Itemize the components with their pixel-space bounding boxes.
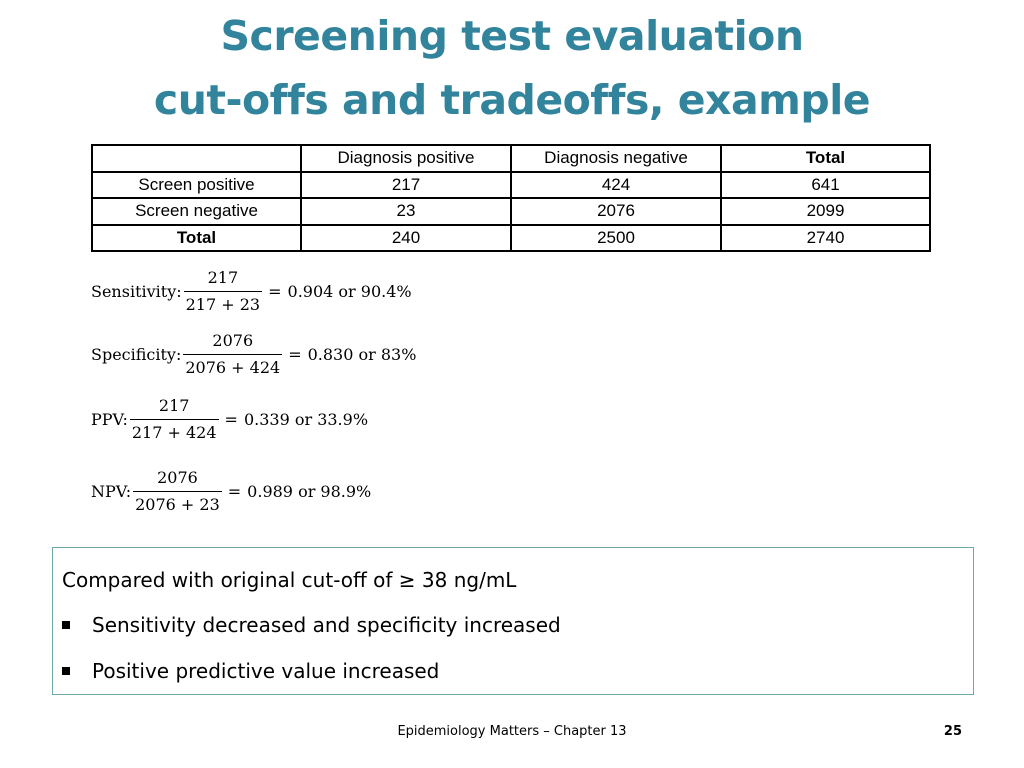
denominator: 217 + 23 bbox=[183, 291, 263, 315]
sensitivity-formula: Sensitivity: 217 217 + 23 = 0.904 or 90.… bbox=[91, 268, 412, 315]
equals-sign: = bbox=[227, 482, 242, 501]
page-number: 25 bbox=[943, 724, 962, 739]
table-cell: 240 bbox=[300, 223, 512, 252]
table-cell: 2076 bbox=[510, 197, 722, 226]
equals-sign: = bbox=[268, 282, 282, 301]
header-cell-diagnosis-positive: Diagnosis positive bbox=[300, 144, 512, 173]
slide-title: Screening test evaluation cut-offs and t… bbox=[0, 4, 1024, 132]
table-cell: 2740 bbox=[720, 223, 931, 252]
formula-result: 0.339 or 33.9% bbox=[243, 410, 369, 429]
fraction: 2076 2076 + 23 bbox=[133, 468, 222, 515]
header-cell-empty bbox=[91, 144, 302, 173]
formula-label: Specificity: bbox=[91, 345, 182, 364]
numerator: 217 bbox=[207, 268, 239, 287]
header-cell-total: Total bbox=[720, 144, 931, 173]
formula-label: Sensitivity: bbox=[91, 282, 182, 301]
denominator: 217 + 424 bbox=[129, 419, 219, 443]
denominator: 2076 + 424 bbox=[183, 354, 283, 378]
footer-text: Epidemiology Matters – Chapter 13 bbox=[397, 724, 627, 739]
numerator: 2076 bbox=[212, 331, 254, 350]
table-row: Screen positive 217 424 641 bbox=[91, 170, 931, 199]
contingency-table: Diagnosis positive Diagnosis negative To… bbox=[91, 144, 931, 252]
row-label: Screen positive bbox=[91, 170, 302, 199]
table-row: Total 240 2500 2740 bbox=[91, 223, 931, 252]
equals-sign: = bbox=[288, 345, 302, 364]
table-cell: 641 bbox=[720, 170, 931, 199]
title-line-2: cut-offs and tradeoffs, example bbox=[153, 76, 871, 124]
equals-sign: = bbox=[224, 410, 238, 429]
table-header-row: Diagnosis positive Diagnosis negative To… bbox=[91, 144, 931, 173]
callout-bullet-item: Sensitivity decreased and specificity in… bbox=[62, 613, 561, 637]
ppv-formula: PPV: 217 217 + 424 = 0.339 or 33.9% bbox=[91, 396, 368, 443]
bullet-text: Positive predictive value increased bbox=[92, 659, 440, 683]
callout-lead-text: Compared with original cut-off of ≥ 38 n… bbox=[62, 568, 517, 592]
square-bullet-icon bbox=[62, 621, 70, 629]
numerator: 2076 bbox=[157, 468, 198, 487]
formula-result: 0.904 or 90.4% bbox=[287, 282, 412, 301]
row-label: Screen negative bbox=[91, 197, 302, 226]
specificity-formula: Specificity: 2076 2076 + 424 = 0.830 or … bbox=[91, 331, 416, 378]
table-cell: 2500 bbox=[510, 223, 722, 252]
row-label-total: Total bbox=[91, 223, 302, 252]
table-row: Screen negative 23 2076 2099 bbox=[91, 197, 931, 226]
numerator: 217 bbox=[158, 396, 190, 415]
square-bullet-icon bbox=[62, 667, 70, 675]
formula-result: 0.830 or 83% bbox=[307, 345, 417, 364]
fraction: 217 217 + 23 bbox=[183, 268, 263, 315]
title-line-1: Screening test evaluation bbox=[220, 12, 804, 60]
npv-formula: NPV: 2076 2076 + 23 = 0.989 or 98.9% bbox=[91, 468, 371, 515]
summary-callout-box: Compared with original cut-off of ≥ 38 n… bbox=[52, 547, 974, 695]
callout-bullet-item: Positive predictive value increased bbox=[62, 659, 439, 683]
denominator: 2076 + 23 bbox=[133, 491, 222, 515]
table-cell: 2099 bbox=[720, 197, 931, 226]
formula-result: 0.989 or 98.9% bbox=[247, 482, 372, 501]
header-cell-diagnosis-negative: Diagnosis negative bbox=[510, 144, 722, 173]
fraction: 217 217 + 424 bbox=[129, 396, 219, 443]
fraction: 2076 2076 + 424 bbox=[183, 331, 283, 378]
table-cell: 23 bbox=[300, 197, 512, 226]
table-cell: 217 bbox=[300, 170, 512, 199]
table-cell: 424 bbox=[510, 170, 722, 199]
formula-label: PPV: bbox=[91, 410, 128, 429]
formula-label: NPV: bbox=[91, 482, 132, 501]
bullet-text: Sensitivity decreased and specificity in… bbox=[92, 613, 561, 637]
